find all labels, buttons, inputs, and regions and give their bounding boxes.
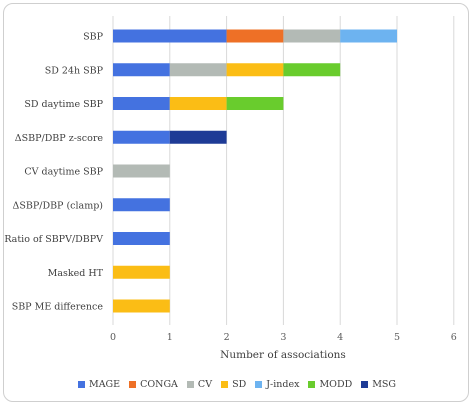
legend-label: MAGE (88, 378, 121, 390)
bar-segment-mage (113, 232, 170, 245)
x-tick-label: 4 (337, 332, 343, 343)
category-label: Masked HT (48, 268, 104, 279)
x-tick-label: 3 (280, 332, 286, 343)
category-label: SBP (83, 32, 103, 43)
bar-segment-sd (113, 265, 170, 279)
legend-item: MODD (308, 379, 352, 390)
bar-segment-modd (226, 97, 284, 110)
x-axis-title: Number of associations (220, 349, 346, 361)
legend-label: SD (232, 378, 247, 390)
bar-segment-j-index (340, 29, 397, 43)
category-label: ΔSBP/DBP (clamp) (13, 200, 103, 211)
legend-item: MAGE (77, 378, 121, 390)
bar-segment-mage (113, 130, 170, 144)
bar-segment-sd (113, 299, 170, 313)
legend-label: MODD (319, 378, 353, 390)
legend-swatch (221, 380, 229, 388)
category-label: SD daytime SBP (24, 99, 103, 110)
x-tick-label: 1 (167, 332, 173, 343)
category-label: CV daytime SBP (24, 167, 103, 178)
x-tick-label: 0 (110, 332, 116, 343)
bar-segment-cv (283, 29, 341, 43)
legend-swatch (186, 380, 194, 388)
legend-swatch (77, 380, 85, 388)
bar-segment-conga (226, 29, 284, 43)
x-tick-label: 5 (394, 332, 400, 343)
legend-item: J-index (255, 379, 299, 390)
legend-label: J-index (266, 378, 300, 390)
category-label: Ratio of SBPV/DBPV (4, 234, 103, 245)
legend: MAGE CONGA CV SD J-index MODD MSG (0, 376, 474, 392)
legend-item: MSG (361, 379, 396, 390)
bar-segment-sd (226, 63, 284, 77)
legend-swatch (129, 380, 137, 388)
bar-segment-mage (113, 29, 227, 43)
x-tick-label: 2 (224, 332, 230, 343)
bar-segments (113, 29, 397, 313)
bar-segment-modd (283, 63, 341, 77)
legend-label: CONGA (140, 378, 178, 390)
legend-swatch (255, 380, 263, 388)
category-label: SBP ME difference (12, 302, 104, 313)
bar-segment-cv (113, 164, 170, 178)
legend-item: CONGA (129, 379, 178, 390)
category-label: SD 24h SBP (45, 65, 104, 76)
x-tick-label: 6 (451, 332, 457, 343)
legend-item: CV (186, 378, 213, 390)
legend-item: SD (221, 379, 246, 390)
bar-segment-mage (113, 198, 170, 212)
bar-segment-mage (113, 97, 170, 110)
x-tick-labels: 0 1 2 3 4 5 6 (110, 332, 457, 343)
bar-segment-sd (169, 97, 227, 110)
bar-segment-cv (169, 63, 227, 77)
bar-segment-msg (169, 130, 227, 144)
legend-swatch (308, 380, 316, 388)
legend-label: CV (197, 378, 213, 390)
legend-label: MSG (372, 378, 397, 390)
bar-segment-mage (113, 63, 170, 77)
legend-swatch (361, 380, 369, 388)
category-label: ΔSBP/DBP z-score (15, 133, 104, 144)
category-labels: SBP SD 24h SBP SD daytime SBP ΔSBP/DBP z-sc… (4, 32, 103, 313)
